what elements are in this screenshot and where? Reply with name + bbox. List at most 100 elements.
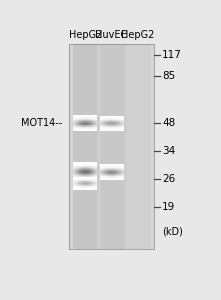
Bar [79, 128, 80, 129]
Bar [93, 129, 94, 130]
Bar [90, 175, 91, 176]
Bar [114, 167, 115, 168]
Bar [117, 169, 118, 170]
Bar [82, 186, 83, 187]
Bar [79, 115, 80, 116]
Bar [122, 169, 123, 170]
Bar [87, 187, 88, 188]
Bar [95, 128, 96, 129]
Bar [123, 122, 124, 123]
Bar [103, 165, 104, 166]
Bar [92, 163, 93, 164]
Bar [94, 177, 95, 178]
Bar [101, 165, 102, 166]
Bar [123, 165, 124, 166]
Bar [79, 172, 80, 173]
Bar [118, 164, 119, 165]
Bar [113, 166, 114, 167]
Bar [108, 173, 109, 174]
Bar [105, 179, 106, 180]
Bar [86, 123, 87, 124]
Bar [110, 179, 111, 180]
Bar [87, 122, 88, 123]
Bar [107, 117, 108, 118]
Bar [79, 119, 80, 120]
Bar [94, 163, 95, 164]
Bar [107, 126, 108, 127]
Bar [102, 169, 103, 170]
Bar [94, 189, 95, 190]
Bar [87, 171, 88, 172]
Bar [74, 128, 75, 129]
Bar [79, 164, 80, 165]
Bar [81, 170, 82, 171]
Bar [109, 171, 110, 172]
Bar [82, 118, 83, 119]
Bar [83, 188, 84, 189]
Bar [77, 169, 78, 170]
Bar [106, 175, 107, 176]
Bar [85, 115, 86, 116]
Bar [78, 169, 79, 170]
Bar [83, 123, 84, 124]
Bar [105, 127, 106, 128]
Bar [109, 179, 110, 180]
Bar [73, 173, 74, 174]
Bar [82, 180, 83, 181]
Bar [83, 124, 84, 125]
Bar [73, 188, 74, 189]
Bar [86, 173, 87, 174]
Bar [109, 177, 110, 178]
Bar [83, 176, 84, 177]
Bar [108, 170, 109, 171]
Bar [87, 174, 88, 175]
Bar [103, 122, 104, 123]
Bar [94, 115, 95, 116]
Bar [87, 181, 88, 182]
Bar [75, 125, 76, 126]
Bar [93, 176, 94, 177]
Bar [92, 164, 93, 165]
Bar [81, 171, 82, 172]
Bar [73, 164, 74, 165]
Bar [85, 184, 86, 185]
Bar [89, 164, 90, 165]
Bar [77, 182, 78, 183]
Bar [74, 168, 75, 169]
Bar [95, 118, 96, 119]
Bar [81, 183, 82, 184]
Bar [92, 123, 93, 124]
Bar [110, 166, 111, 167]
Bar [118, 129, 119, 130]
Bar [82, 125, 83, 126]
Bar [94, 124, 95, 125]
Bar [77, 179, 78, 180]
Bar [120, 166, 121, 167]
Bar [116, 127, 117, 128]
Bar [101, 172, 102, 173]
Bar [76, 189, 77, 190]
Bar [73, 122, 74, 123]
Bar [76, 130, 77, 131]
Bar [104, 169, 105, 170]
Bar [82, 173, 83, 174]
Bar [118, 125, 119, 126]
Bar [84, 117, 85, 118]
Bar [83, 170, 84, 171]
Bar [93, 164, 94, 165]
Bar [115, 123, 116, 124]
Bar [117, 166, 118, 167]
Bar [74, 117, 75, 118]
Bar [115, 165, 116, 166]
Bar [83, 169, 84, 170]
Bar [96, 118, 97, 119]
Bar [104, 177, 105, 178]
Bar [87, 180, 88, 181]
Bar [80, 179, 81, 180]
Bar [109, 125, 110, 126]
Bar [77, 129, 78, 130]
Bar [79, 118, 80, 119]
Bar [108, 117, 109, 118]
Bar [113, 178, 114, 179]
Bar [121, 169, 122, 170]
